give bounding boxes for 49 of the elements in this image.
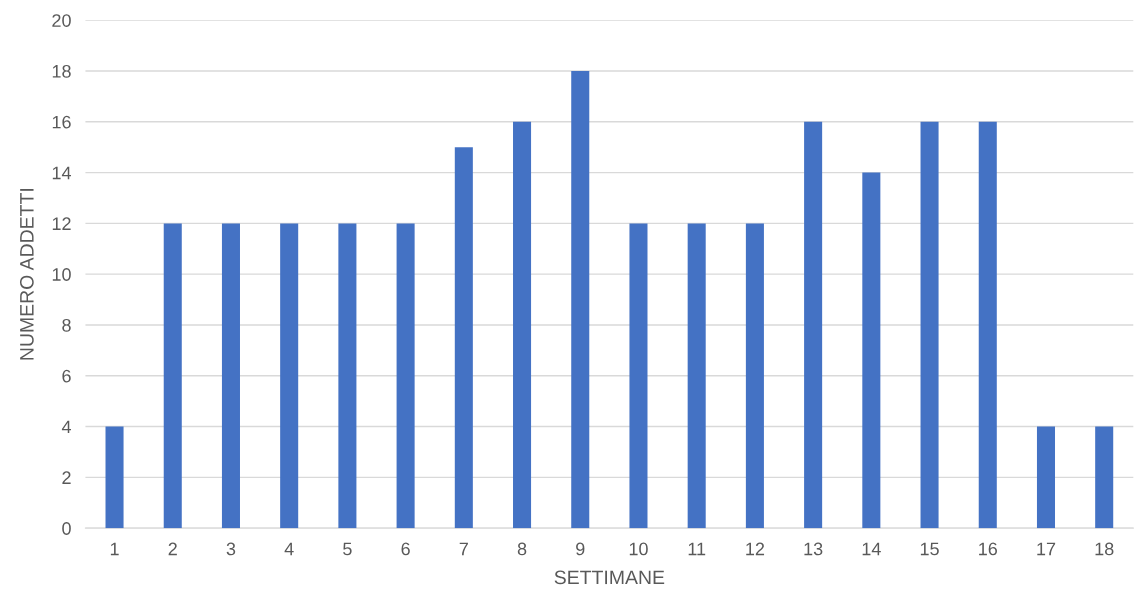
x-tick-label: 13 (804, 542, 823, 556)
bar (687, 223, 706, 529)
x-tick-label: 14 (862, 542, 881, 556)
bar (571, 70, 590, 529)
y-tick-label: 0 (62, 522, 71, 535)
x-tick-label: 3 (226, 542, 236, 556)
bar (745, 223, 764, 529)
bar (513, 121, 532, 529)
x-tick-label: 4 (284, 542, 294, 556)
y-tick-label: 18 (52, 64, 71, 78)
bar (163, 223, 182, 529)
y-tick-label: 20 (52, 14, 71, 27)
y-tick-label: 8 (62, 318, 71, 332)
x-tick-label: 5 (343, 542, 352, 556)
x-tick-label: 17 (1037, 542, 1056, 556)
y-axis-title: NUMERO ADDETTI (19, 189, 34, 360)
y-tick-label: 14 (52, 166, 72, 180)
y-tick-label: 16 (52, 115, 71, 129)
x-tick-label: 10 (629, 542, 648, 556)
bar (338, 223, 357, 529)
bar (105, 426, 124, 529)
x-tick-label: 16 (979, 542, 998, 556)
bar (862, 172, 881, 529)
x-tick-label: 12 (746, 542, 765, 556)
x-tick-label: 18 (1095, 542, 1114, 556)
y-tick-label: 10 (52, 268, 71, 281)
bar (221, 223, 240, 529)
bar (1036, 426, 1056, 529)
x-axis-title: SETTIMANE (554, 570, 665, 585)
bar (280, 223, 299, 529)
bar (920, 121, 939, 529)
bar (804, 121, 823, 529)
x-tick-label: 9 (576, 542, 585, 556)
bar (1095, 426, 1114, 529)
x-tick-label: 6 (401, 542, 410, 556)
bar (454, 147, 473, 529)
y-tick-label: 12 (52, 217, 71, 230)
bar (978, 121, 997, 529)
x-tick-label: 15 (920, 542, 939, 556)
x-tick-label: 11 (688, 542, 706, 556)
x-tick-label: 2 (168, 542, 177, 556)
y-tick-label: 6 (62, 369, 71, 383)
x-tick-label: 1 (110, 542, 119, 556)
bar (396, 223, 415, 529)
y-tick-label: 2 (62, 471, 71, 484)
x-tick-label: 8 (517, 542, 527, 556)
y-tick-label: 4 (61, 420, 72, 434)
x-tick-label: 7 (459, 542, 468, 556)
bar (629, 223, 648, 529)
